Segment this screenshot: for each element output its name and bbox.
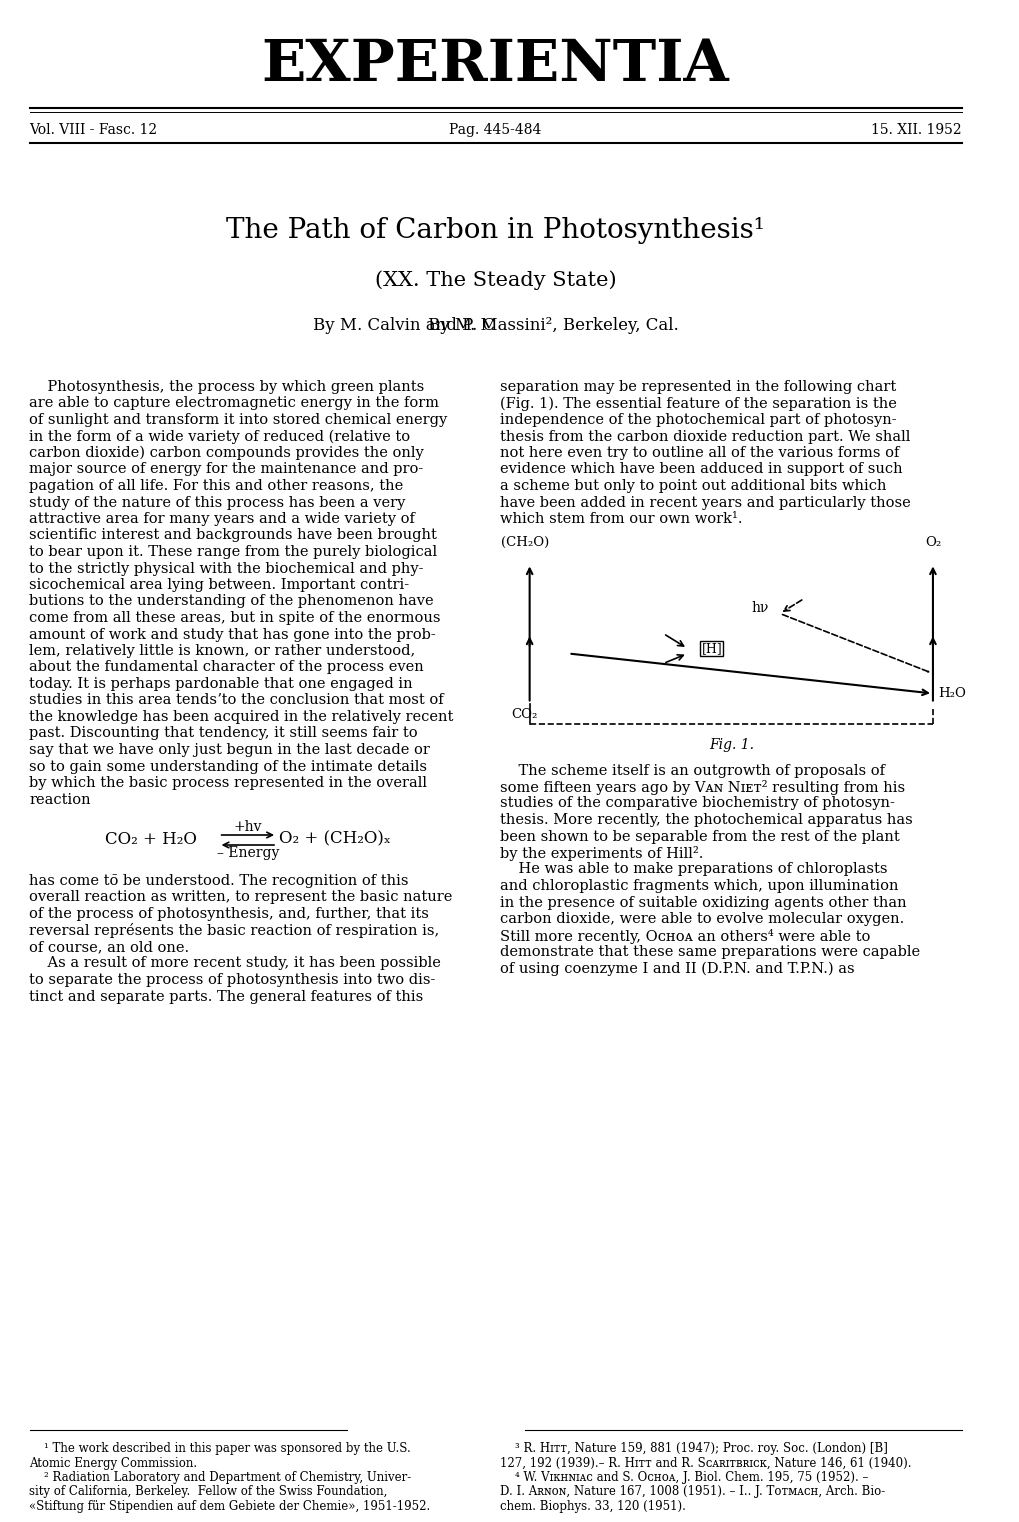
Text: the knowledge has been acquired in the relatively recent: the knowledge has been acquired in the r… <box>30 709 453 724</box>
Text: hν: hν <box>751 601 768 615</box>
FancyArrowPatch shape <box>782 615 927 671</box>
Text: studies in this area tendsʼto the conclusion that most of: studies in this area tendsʼto the conclu… <box>30 694 443 708</box>
Text: sicochemical area lying between. Important contri-: sicochemical area lying between. Importa… <box>30 578 409 592</box>
Text: pagation of all life. For this and other reasons, the: pagation of all life. For this and other… <box>30 479 403 493</box>
Text: reversal représents the basic reaction of respiration is,: reversal représents the basic reaction … <box>30 924 439 939</box>
Text: independence of the photochemical part of photosyn-: independence of the photochemical part o… <box>500 412 897 428</box>
Text: O₂: O₂ <box>924 536 941 548</box>
Text: thesis. More recently, the photochemical apparatus has: thesis. More recently, the photochemical… <box>500 813 912 826</box>
Text: Atomic Energy Commission.: Atomic Energy Commission. <box>30 1457 197 1470</box>
Text: The scheme itself is an outgrowth of proposals of: The scheme itself is an outgrowth of pro… <box>500 764 884 778</box>
Text: reaction: reaction <box>30 793 91 807</box>
Text: D. I. Aʀɴᴏɴ, Nature 167, 1008 (1951). – I.. J. Tᴏᴛᴍᴀᴄʜ, Arch. Bio-: D. I. Aʀɴᴏɴ, Nature 167, 1008 (1951). – … <box>500 1485 884 1499</box>
Text: He was able to make preparations of chloroplasts: He was able to make preparations of chlo… <box>500 863 888 877</box>
Text: attractive area for many years and a wide variety of: attractive area for many years and a wid… <box>30 511 415 527</box>
Text: By M. Calvin and P. Massini², Berkeley, Cal.: By M. Calvin and P. Massini², Berkeley, … <box>313 317 678 333</box>
Text: +hv: +hv <box>233 820 262 834</box>
Text: (XX. The Steady State): (XX. The Steady State) <box>374 271 615 289</box>
Text: today. It is perhaps pardonable that one engaged in: today. It is perhaps pardonable that one… <box>30 677 413 691</box>
Text: Vol. VIII - Fasc. 12: Vol. VIII - Fasc. 12 <box>30 123 157 137</box>
Text: chem. Biophys. 33, 120 (1951).: chem. Biophys. 33, 120 (1951). <box>500 1501 686 1513</box>
Text: carbon dioxide, were able to evolve molecular oxygen.: carbon dioxide, were able to evolve mole… <box>500 912 904 925</box>
Text: sity of California, Berkeley.  Fellow of the Swiss Foundation,: sity of California, Berkeley. Fellow of … <box>30 1485 387 1499</box>
Text: scientific interest and backgrounds have been brought: scientific interest and backgrounds have… <box>30 528 436 542</box>
Text: by the experiments of Hill².: by the experiments of Hill². <box>500 846 703 861</box>
Text: of sunlight and transform it into stored chemical energy: of sunlight and transform it into stored… <box>30 412 447 428</box>
Text: evidence which have been adduced in support of such: evidence which have been adduced in supp… <box>500 463 902 476</box>
Text: ³ R. Hɪᴛᴛ, Nature 159, 881 (1947); Proc. roy. Soc. (London) [B]: ³ R. Hɪᴛᴛ, Nature 159, 881 (1947); Proc.… <box>500 1441 888 1455</box>
Text: lem, relatively little is known, or rather understood,: lem, relatively little is known, or rath… <box>30 644 415 658</box>
Text: to the strictly physical with the biochemical and phy-: to the strictly physical with the bioche… <box>30 562 423 575</box>
Text: CO₂ + H₂O: CO₂ + H₂O <box>105 831 197 848</box>
Text: ⁴ W. Vɪᴋʜɴɪᴀᴄ and S. Oᴄʜᴏᴀ, J. Biol. Chem. 195, 75 (1952). –: ⁴ W. Vɪᴋʜɴɪᴀᴄ and S. Oᴄʜᴏᴀ, J. Biol. Che… <box>500 1470 868 1484</box>
Text: – Energy: – Energy <box>216 846 279 860</box>
Text: past. Discounting that tendency, it still seems fair to: past. Discounting that tendency, it stil… <box>30 726 418 741</box>
Text: carbon dioxide) carbon compounds provides the only: carbon dioxide) carbon compounds provide… <box>30 446 424 460</box>
Text: a scheme but only to point out additional bits which: a scheme but only to point out additiona… <box>500 479 887 493</box>
Text: «Stiftung für Stipendien auf dem Gebiete der Chemie», 1951-1952.: «Stiftung für Stipendien auf dem Gebiete… <box>30 1501 430 1513</box>
Text: has come tō be understood. The recognition of this: has come tō be understood. The recognit… <box>30 874 409 887</box>
Text: thesis from the carbon dioxide reduction part. We shall: thesis from the carbon dioxide reduction… <box>500 429 910 443</box>
Text: 127, 192 (1939).– R. Hɪᴛᴛ and R. Sᴄᴀʀɪᴛʙʀɪᴄᴋ, Nature 146, 61 (1940).: 127, 192 (1939).– R. Hɪᴛᴛ and R. Sᴄᴀʀɪᴛʙ… <box>500 1457 911 1470</box>
Text: to bear upon it. These range from the purely biological: to bear upon it. These range from the pu… <box>30 545 437 559</box>
Text: are able to capture electromagnetic energy in the form: are able to capture electromagnetic ener… <box>30 397 439 411</box>
Text: Still more recently, Oᴄʜᴏᴀ an others⁴ were able to: Still more recently, Oᴄʜᴏᴀ an others⁴ we… <box>500 928 870 944</box>
Text: by which the basic process represented in the overall: by which the basic process represented i… <box>30 776 427 790</box>
Text: say that we have only just begun in the last decade or: say that we have only just begun in the … <box>30 743 430 756</box>
Text: The Path of Carbon in Photosynthesis¹: The Path of Carbon in Photosynthesis¹ <box>226 216 764 244</box>
Text: As a result of more recent study, it has been possible: As a result of more recent study, it has… <box>30 956 440 971</box>
Text: in the form of a wide variety of reduced (relative to: in the form of a wide variety of reduced… <box>30 429 410 444</box>
Text: ¹ The work described in this paper was sponsored by the U.S.: ¹ The work described in this paper was s… <box>30 1441 411 1455</box>
Text: By M. C: By M. C <box>428 317 495 333</box>
Text: O₂ + (CH₂O)ₓ: O₂ + (CH₂O)ₓ <box>279 831 391 848</box>
Text: ² Radiation Laboratory and Department of Chemistry, Univer-: ² Radiation Laboratory and Department of… <box>30 1470 411 1484</box>
Text: CO₂: CO₂ <box>512 709 537 721</box>
Text: have been added in recent years and particularly those: have been added in recent years and part… <box>500 496 910 510</box>
Text: amount of work and study that has gone into the prob-: amount of work and study that has gone i… <box>30 627 435 641</box>
Text: EXPERIENTIA: EXPERIENTIA <box>262 37 729 93</box>
Text: study of the nature of this process has been a very: study of the nature of this process has … <box>30 496 406 510</box>
Text: separation may be represented in the following chart: separation may be represented in the fol… <box>500 380 896 394</box>
Text: overall reaction as written, to represent the basic nature: overall reaction as written, to represen… <box>30 890 452 904</box>
Text: demonstrate that these same preparations were capable: demonstrate that these same preparations… <box>500 945 920 959</box>
Text: (Fig. 1). The essential feature of the separation is the: (Fig. 1). The essential feature of the s… <box>500 397 897 411</box>
Text: come from all these areas, but in spite of the enormous: come from all these areas, but in spite … <box>30 610 440 626</box>
Text: Pag. 445-484: Pag. 445-484 <box>449 123 541 137</box>
Text: butions to the understanding of the phenomenon have: butions to the understanding of the phen… <box>30 595 433 609</box>
Text: in the presence of suitable oxidizing agents other than: in the presence of suitable oxidizing ag… <box>500 895 906 910</box>
Text: (CH₂O): (CH₂O) <box>500 536 548 548</box>
Text: which stem from our own work¹.: which stem from our own work¹. <box>500 511 742 527</box>
Text: and chloroplastic fragments which, upon illumination: and chloroplastic fragments which, upon … <box>500 880 898 893</box>
Text: major source of energy for the maintenance and pro-: major source of energy for the maintenan… <box>30 463 423 476</box>
Text: 15. XII. 1952: 15. XII. 1952 <box>870 123 961 137</box>
Text: of the process of photosynthesis, and, further, that its: of the process of photosynthesis, and, f… <box>30 907 429 921</box>
Text: to separate the process of photosynthesis into two dis-: to separate the process of photosynthesi… <box>30 973 435 986</box>
Text: H₂O: H₂O <box>936 686 965 700</box>
Text: so to gain some understanding of the intimate details: so to gain some understanding of the int… <box>30 759 427 773</box>
Text: some fifteen years ago by Vᴀɴ Nɪᴇᴛ² resulting from his: some fifteen years ago by Vᴀɴ Nɪᴇᴛ² resu… <box>500 779 905 794</box>
Text: tinct and separate parts. The general features of this: tinct and separate parts. The general fe… <box>30 989 423 1003</box>
Text: [H]: [H] <box>701 642 721 654</box>
Text: not here even try to outline all of the various forms of: not here even try to outline all of the … <box>500 446 899 460</box>
Text: of course, an old one.: of course, an old one. <box>30 941 190 954</box>
Text: studies of the comparative biochemistry of photosyn-: studies of the comparative biochemistry … <box>500 796 895 811</box>
Text: Fig. 1.: Fig. 1. <box>708 738 753 752</box>
Text: of using coenzyme I and II (D.P.N. and T.P.N.) as: of using coenzyme I and II (D.P.N. and T… <box>500 962 854 976</box>
Text: been shown to be separable from the rest of the plant: been shown to be separable from the rest… <box>500 829 900 843</box>
Text: Photosynthesis, the process by which green plants: Photosynthesis, the process by which gre… <box>30 380 424 394</box>
Text: about the fundamental character of the process even: about the fundamental character of the p… <box>30 661 424 674</box>
